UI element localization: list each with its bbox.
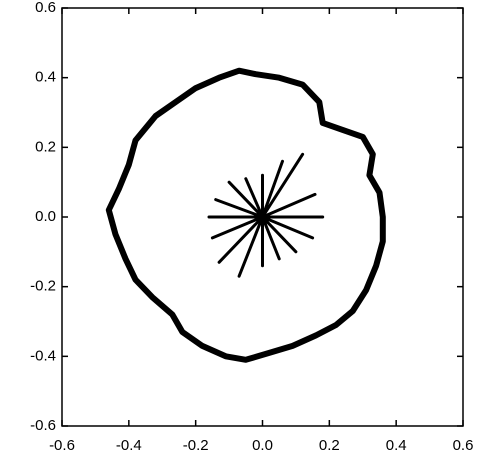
outer-ring bbox=[105, 67, 386, 363]
y-tick-label: 0.6 bbox=[35, 0, 56, 16]
y-tick-label: 0.0 bbox=[35, 208, 56, 225]
y-tick-label: -0.2 bbox=[30, 278, 56, 295]
y-tick-label: -0.6 bbox=[30, 417, 56, 434]
y-tick-label: 0.2 bbox=[35, 138, 56, 155]
x-tick-label: 0.0 bbox=[252, 437, 273, 454]
x-tick-label: 0.6 bbox=[453, 437, 474, 454]
inner-spikes bbox=[207, 152, 325, 278]
x-tick-label: -0.6 bbox=[49, 437, 75, 454]
x-tick-label: -0.2 bbox=[183, 437, 209, 454]
x-tick-label: 0.4 bbox=[386, 437, 407, 454]
y-tick-label: -0.4 bbox=[30, 347, 56, 364]
x-tick-label: -0.4 bbox=[116, 437, 142, 454]
y-tick-label: 0.4 bbox=[35, 69, 56, 86]
x-tick-label: 0.2 bbox=[319, 437, 340, 454]
